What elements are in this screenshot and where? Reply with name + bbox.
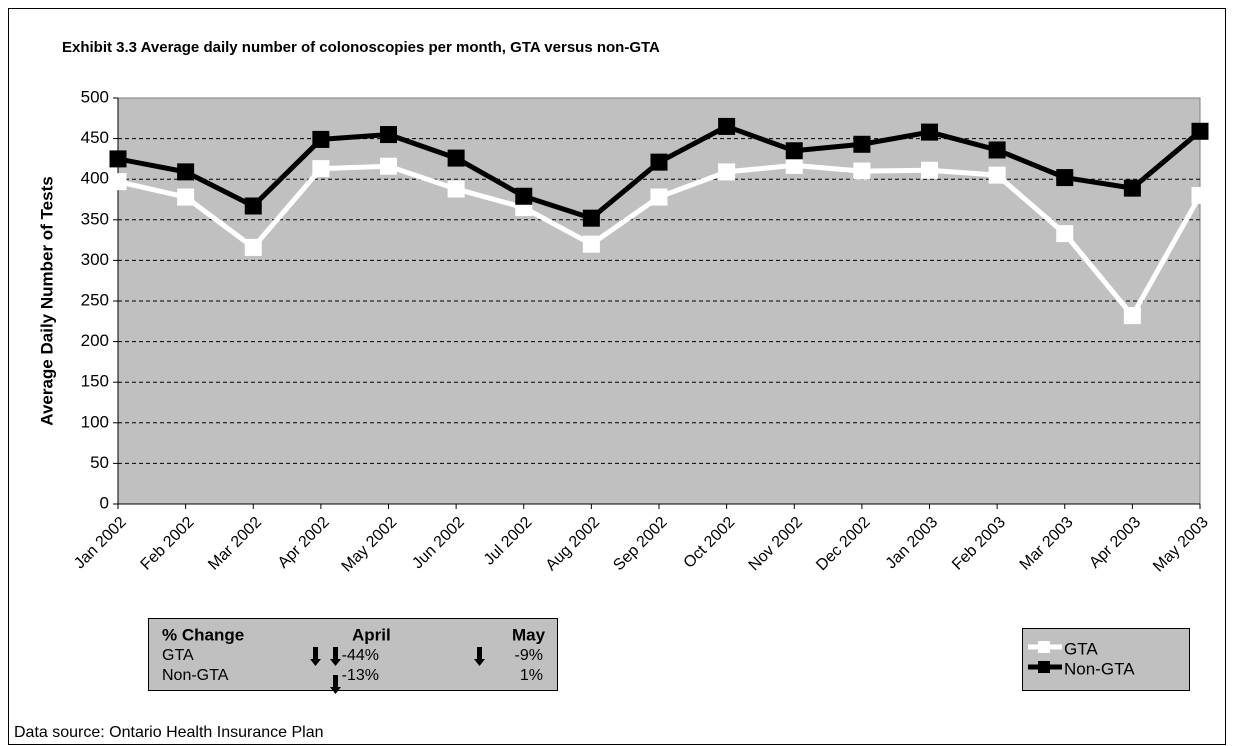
y-tick-label: 350 [81,209,109,228]
legend-label: Non-GTA [1064,659,1135,678]
marker [785,156,803,174]
marker [785,142,803,160]
marker [380,157,397,175]
marker [1056,225,1074,243]
y-tick-label: 450 [81,128,109,147]
marker [988,166,1006,184]
legend-box [1022,628,1190,691]
chart-title: Exhibit 3.3 Average daily number of colo… [62,39,660,56]
marker [177,163,195,181]
marker [244,197,262,215]
change-table: % Change April May GTA -44% -9% Non-GTA -13% 1% [148,618,558,694]
marker [312,130,330,148]
arrows [310,647,485,694]
table-cell: Non-GTA [162,667,229,684]
marker [582,235,600,253]
down-arrow [310,647,321,666]
marker [650,188,668,206]
down-arrow [474,647,485,666]
marker [853,162,871,180]
down-arrow [330,647,341,666]
y-tick-label: 0 [100,493,109,512]
y-tick-label: 250 [81,290,109,309]
y-tick-label: 300 [81,250,109,269]
marker [650,153,668,171]
y-tick-label: 200 [81,331,109,350]
marker [718,163,736,181]
marker [853,135,871,153]
legend-marker [1038,661,1050,673]
marker [1191,122,1209,140]
source-note: Data source: Ontario Health Insurance Pl… [14,724,324,741]
table-header: April [352,625,391,644]
down-arrow [330,675,341,694]
table-box [148,618,558,691]
y-tick-label: 500 [81,87,109,106]
table-cell: -13% [342,667,379,684]
marker [177,188,195,206]
y-tick-label: 50 [90,453,109,472]
marker [380,126,397,144]
table-cell: -44% [342,647,379,664]
y-tick-label: 150 [81,372,109,391]
marker [988,141,1006,159]
table-cell: 1% [520,667,543,684]
marker [109,173,127,191]
y-axis-label: Average Daily Number of Tests [37,176,56,425]
marker [718,117,736,135]
table-cell: GTA [162,647,194,664]
legend-label: GTA [1064,639,1098,658]
table-header: May [512,625,546,644]
marker [921,161,938,179]
marker [1191,186,1209,204]
y-tick-label: 400 [81,169,109,188]
table-header: % Change [162,625,244,644]
marker [582,209,600,227]
marker [447,149,465,167]
marker [1123,307,1141,325]
marker [1056,169,1074,187]
y-tick-label: 100 [81,412,109,431]
table-cell: -9% [515,647,543,664]
marker [921,123,938,141]
marker [109,150,127,168]
marker [1123,179,1141,197]
marker [244,238,262,256]
marker [447,180,465,198]
marker [515,187,533,205]
marker [312,160,330,178]
legend-marker [1038,641,1050,653]
